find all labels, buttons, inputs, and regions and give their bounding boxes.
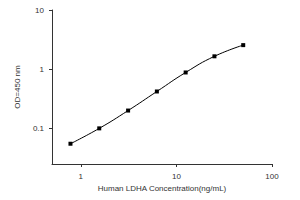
svg-text:1: 1 <box>40 65 45 74</box>
svg-text:100: 100 <box>265 172 279 181</box>
svg-text:1: 1 <box>79 172 84 181</box>
svg-text:10: 10 <box>172 172 181 181</box>
svg-text:OD=450 nm: OD=450 nm <box>13 65 22 109</box>
svg-text:Human LDHA Concentration(ng/mL: Human LDHA Concentration(ng/mL) <box>98 184 227 193</box>
svg-text:10: 10 <box>35 6 44 15</box>
svg-text:0.1: 0.1 <box>33 124 45 133</box>
